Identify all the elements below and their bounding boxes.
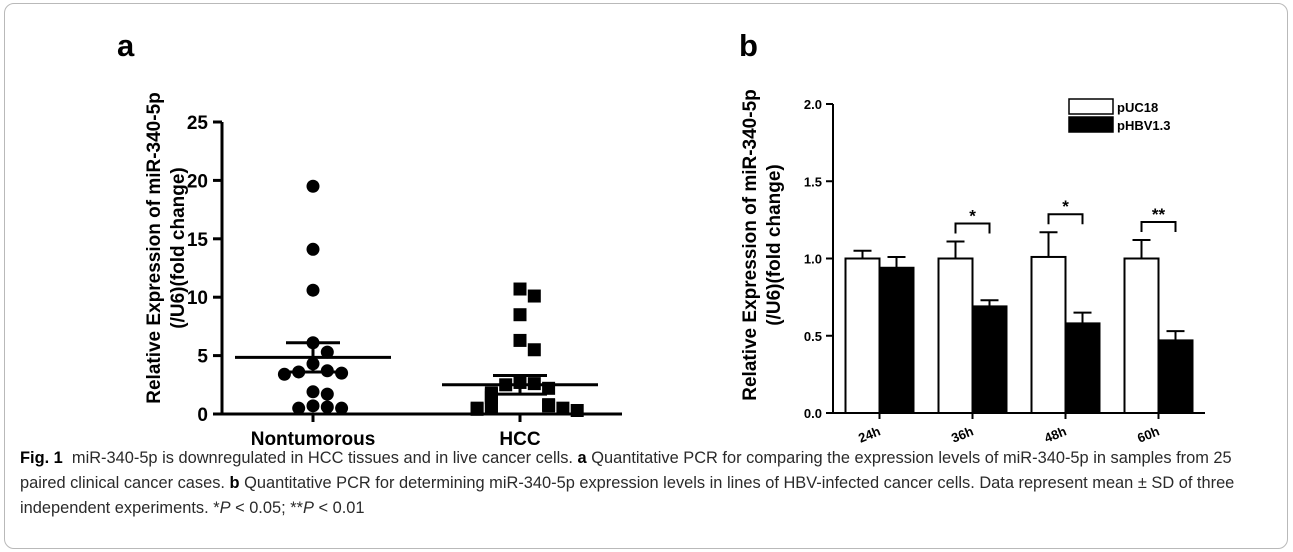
panel-a-point-hcc	[513, 308, 527, 322]
panel-b-ytick-label: 0.5	[804, 329, 822, 344]
panel-a-chart: a Relative Expression of miR-340-5p (/U6…	[117, 28, 622, 450]
panel-b-ylabel-line2: (/U6)(fold change)	[764, 164, 785, 326]
panel-a-point-nontumorous	[306, 283, 320, 297]
panel-a-point-hcc	[513, 282, 527, 296]
panel-b-significance-label: **	[1152, 205, 1166, 224]
panel-b-ytick-label: 1.5	[804, 174, 822, 189]
panel-a-ytick-label: 0	[197, 405, 208, 426]
caption-p2-rest: < 0.01	[313, 499, 365, 517]
panel-b-xtick-label: 36h	[949, 423, 975, 445]
panel-b-legend: pUC18 pHBV1.3	[1068, 98, 1170, 133]
panel-a-xtick-nontumorous: Nontumorous	[251, 429, 376, 450]
panel-a-point-nontumorous	[306, 399, 320, 413]
legend-swatch-phbv13	[1068, 116, 1114, 133]
legend-label-phbv13: pHBV1.3	[1117, 118, 1170, 133]
panel-a-point-nontumorous	[320, 387, 334, 401]
panel-a-label: a	[117, 28, 135, 63]
panel-b-label: b	[739, 28, 758, 63]
panel-b-bar-phbv13	[878, 266, 915, 414]
panel-a-axes: 0 5 10 15 20 25	[187, 113, 622, 426]
caption-p2-stars: **	[290, 499, 303, 517]
panel-a-point-nontumorous	[306, 385, 320, 399]
panel-b-xtick-label: 48h	[1042, 423, 1068, 445]
panel-b-significance-label: *	[969, 207, 976, 226]
panel-a-point-nontumorous	[320, 400, 334, 414]
panel-a-point-hcc	[542, 399, 556, 413]
panel-b-bar-phbv13	[1064, 322, 1101, 415]
caption-part-a-label: a	[577, 449, 587, 467]
caption-title: miR-340-5p is downregulated in HCC tissu…	[71, 449, 573, 467]
panel-b-xtick-label: 24h	[856, 423, 882, 445]
panel-a-ylabel-line1: Relative Expression of miR-340-5p	[144, 92, 165, 404]
panel-a-ytick-label: 5	[197, 347, 208, 368]
panel-b-bar-puc18	[1030, 255, 1067, 414]
panel-b-significance-label: *	[1062, 197, 1069, 216]
panel-b-marks: * * **	[844, 197, 1194, 415]
panel-b-bar-puc18	[844, 257, 881, 414]
panel-a-ylabel-line2: (/U6)(fold change)	[168, 167, 189, 329]
panel-b-significance-bracket	[954, 222, 991, 234]
panel-b-bar-puc18	[937, 257, 974, 414]
panel-a-point-hcc	[527, 343, 541, 357]
caption-p2-var: P	[302, 499, 314, 517]
figure-frame	[4, 3, 1288, 549]
panel-a-point-nontumorous	[335, 366, 349, 380]
panel-a-point-nontumorous	[277, 367, 291, 381]
caption-part-a-text: Quantitative PCR for comparing the expre…	[20, 449, 1232, 492]
panel-a-point-nontumorous	[320, 345, 334, 359]
panel-a-point-hcc	[570, 403, 584, 417]
caption-fig-label: Fig. 1	[20, 449, 63, 467]
panel-a-xtick-hcc: HCC	[499, 429, 540, 450]
panel-a-point-hcc	[513, 333, 527, 347]
caption-p1-var: P	[219, 499, 231, 517]
panel-b-significance-bracket	[1140, 220, 1177, 232]
panel-a-point-hcc	[527, 289, 541, 303]
panel-a-ytick-label: 10	[187, 288, 208, 309]
panel-b-chart: b Relative Expression of miR-340-5p (/U6…	[739, 28, 1205, 446]
panel-a-point-hcc	[484, 400, 498, 414]
caption-part-b-text: Quantitative PCR for determining miR-340…	[244, 474, 975, 492]
panel-b-ytick-label: 2.0	[804, 97, 822, 112]
panel-b-ylabel-line1: Relative Expression of miR-340-5p	[740, 89, 761, 401]
panel-a-ytick-label: 15	[187, 230, 209, 251]
panel-a-point-nontumorous	[292, 401, 306, 415]
panel-a-point-nontumorous	[306, 179, 320, 193]
panel-b-ytick-label: 1.0	[804, 252, 822, 267]
panel-b-bar-phbv13	[971, 305, 1008, 414]
panel-a-point-hcc	[470, 402, 484, 416]
panel-a-point-hcc	[556, 401, 570, 415]
panel-b-xtick-label: 60h	[1135, 423, 1161, 445]
panel-a-point-nontumorous	[306, 242, 320, 256]
caption-stats-text: Data represent mean ± SD of three indepe…	[20, 474, 1235, 517]
legend-swatch-puc18	[1068, 98, 1114, 115]
panel-b-bar-phbv13	[1157, 339, 1194, 415]
caption-p1-stars: *	[213, 499, 220, 517]
panel-a-marks	[235, 179, 598, 417]
panel-b-significance-bracket	[1047, 213, 1084, 225]
legend-label-puc18: pUC18	[1117, 100, 1158, 115]
panel-a-ytick-label: 25	[187, 113, 209, 134]
figure-caption: Fig. 1 miR-340-5p is downregulated in HC…	[20, 446, 1270, 521]
panel-a-ytick-label: 20	[187, 171, 208, 192]
panel-b-ytick-label: 0.0	[804, 406, 822, 421]
panel-a-point-nontumorous	[335, 401, 349, 415]
panel-b-bar-puc18	[1123, 257, 1160, 414]
caption-part-b-label: b	[229, 474, 240, 492]
caption-p1-rest: < 0.05;	[230, 499, 291, 517]
